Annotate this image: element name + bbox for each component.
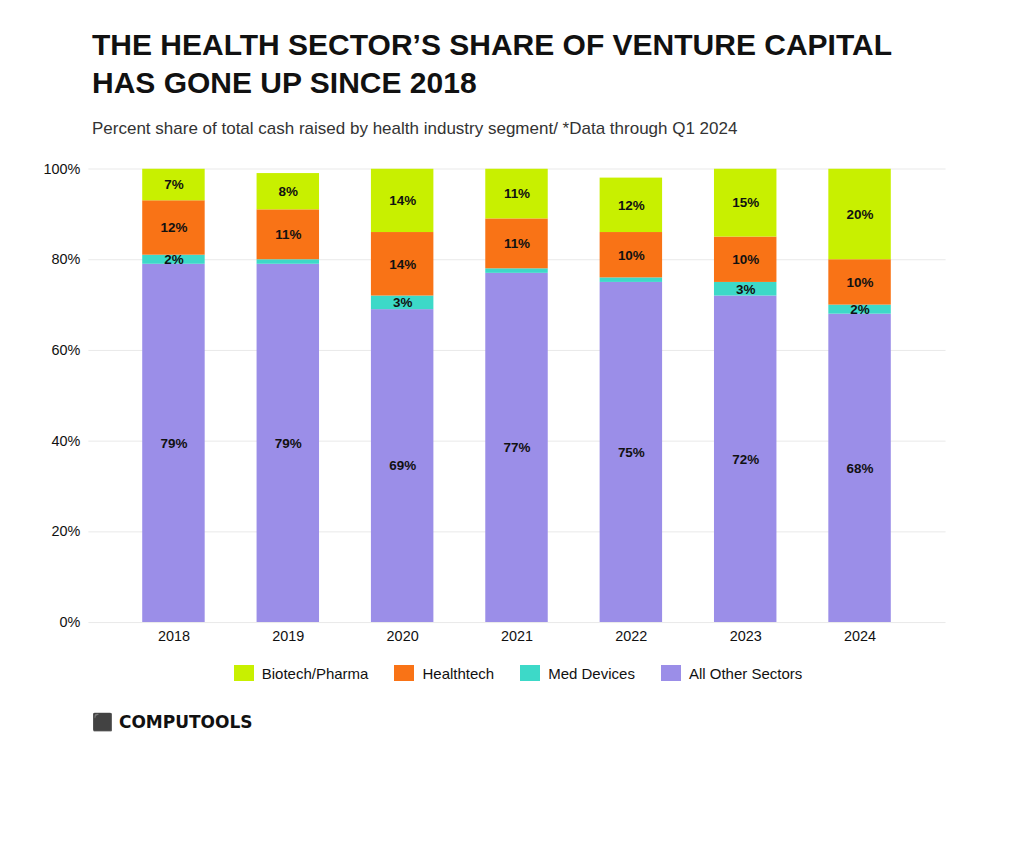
svg-text:14%: 14% bbox=[389, 257, 416, 272]
svg-text:72%: 72% bbox=[732, 452, 759, 467]
svg-text:68%: 68% bbox=[847, 461, 874, 476]
svg-text:2%: 2% bbox=[164, 252, 183, 267]
svg-text:2021: 2021 bbox=[501, 628, 533, 644]
svg-text:20%: 20% bbox=[51, 523, 80, 539]
svg-text:20%: 20% bbox=[847, 207, 874, 222]
html-text:Biotech/Pharma: Biotech/Pharma bbox=[261, 664, 369, 682]
svg-text:79%: 79% bbox=[275, 436, 302, 451]
svg-text:2024: 2024 bbox=[844, 628, 876, 644]
html-text:⬛ COMPUTOOLS: ⬛ COMPUTOOLS bbox=[92, 711, 253, 732]
svg-text:100%: 100% bbox=[43, 161, 80, 177]
svg-text:69%: 69% bbox=[389, 458, 416, 473]
svg-text:14%: 14% bbox=[389, 193, 416, 208]
svg-text:12%: 12% bbox=[160, 220, 187, 235]
svg-text:3%: 3% bbox=[736, 282, 755, 297]
svg-text:2%: 2% bbox=[850, 302, 869, 317]
html-text:Percent share of total cash ra: Percent share of total cash raised by he… bbox=[92, 119, 738, 138]
svg-text:0%: 0% bbox=[59, 614, 80, 630]
svg-text:10%: 10% bbox=[618, 247, 645, 262]
svg-text:2019: 2019 bbox=[272, 628, 304, 644]
svg-text:77%: 77% bbox=[504, 440, 531, 455]
svg-text:12%: 12% bbox=[618, 198, 645, 213]
svg-text:80%: 80% bbox=[51, 251, 80, 267]
html-text:Healthtech: Healthtech bbox=[422, 664, 495, 682]
svg-text:11%: 11% bbox=[504, 186, 530, 201]
svg-text:7%: 7% bbox=[164, 177, 183, 192]
svg-text:10%: 10% bbox=[732, 252, 759, 267]
svg-text:3%: 3% bbox=[393, 295, 412, 310]
svg-text:40%: 40% bbox=[51, 433, 80, 449]
svg-text:79%: 79% bbox=[160, 436, 187, 451]
svg-text:15%: 15% bbox=[732, 195, 759, 210]
svg-text:10%: 10% bbox=[847, 275, 874, 290]
svg-text:2020: 2020 bbox=[387, 628, 419, 644]
svg-text:75%: 75% bbox=[618, 445, 645, 460]
svg-text:8%: 8% bbox=[279, 184, 298, 199]
svg-text:2023: 2023 bbox=[730, 628, 762, 644]
svg-text:11%: 11% bbox=[275, 227, 301, 242]
html-text:THE HEALTH SECTOR’S SHARE OF V: THE HEALTH SECTOR’S SHARE OF VENTURE CAP… bbox=[92, 28, 892, 99]
svg-text:2022: 2022 bbox=[615, 628, 647, 644]
svg-text:2018: 2018 bbox=[158, 628, 190, 644]
html-text:All Other Sectors: All Other Sectors bbox=[688, 664, 803, 682]
html-text:Med Devices: Med Devices bbox=[548, 664, 635, 682]
svg-text:11%: 11% bbox=[504, 236, 530, 251]
svg-text:60%: 60% bbox=[51, 342, 80, 358]
